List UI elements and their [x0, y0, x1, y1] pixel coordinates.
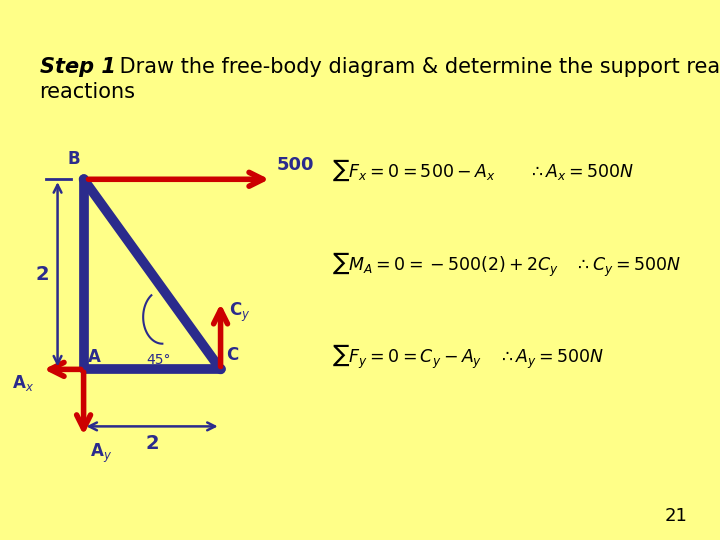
Text: 45°: 45° [147, 353, 171, 367]
Text: Step 1: Step 1 [40, 57, 115, 77]
Text: 500: 500 [276, 156, 314, 173]
Text: A$_x$: A$_x$ [12, 373, 35, 393]
Text: 21: 21 [665, 507, 688, 525]
Text: 2: 2 [36, 265, 49, 284]
Text: C$_y$: C$_y$ [229, 301, 250, 324]
Text: reactions: reactions [40, 82, 135, 102]
Text: C: C [226, 346, 238, 363]
Text: 2: 2 [145, 434, 159, 453]
Text: A: A [88, 348, 101, 366]
Text: $\sum F_x = 0 = 500 - A_x \qquad \therefore A_x = 500N$: $\sum F_x = 0 = 500 - A_x \qquad \theref… [332, 158, 634, 183]
Text: $\sum F_y = 0 = C_y - A_y \quad \therefore A_y = 500N$: $\sum F_y = 0 = C_y - A_y \quad \therefo… [332, 343, 604, 372]
Text: B: B [68, 150, 80, 168]
Text: $\sum M_A = 0 = -500(2) + 2C_y \quad \therefore C_y = 500N$: $\sum M_A = 0 = -500(2) + 2C_y \quad \th… [332, 251, 681, 279]
Text: A$_y$: A$_y$ [91, 442, 112, 465]
Text: : Draw the free-body diagram & determine the support reactions: : Draw the free-body diagram & determine… [106, 57, 720, 77]
